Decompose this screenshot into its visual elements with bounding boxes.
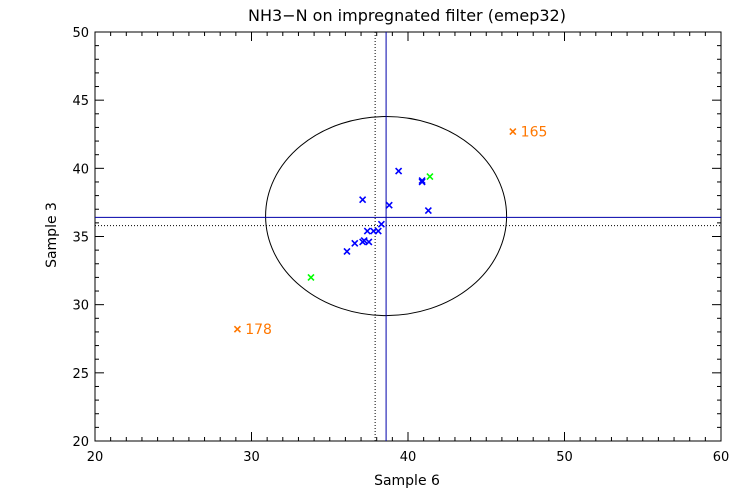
chart-title: NH3−N on impregnated filter (emep32) xyxy=(248,6,566,25)
data-point xyxy=(307,273,315,281)
data-point xyxy=(418,177,426,185)
data-point xyxy=(377,220,385,228)
data-point xyxy=(509,127,517,136)
point-annotation: 165 xyxy=(521,125,548,141)
x-tick-label: 60 xyxy=(713,450,730,465)
data-point xyxy=(424,207,432,215)
x-tick-label: 50 xyxy=(556,450,573,465)
plot-area: 20 30 40 50 60 20 25 30 35 40 45 50 165 178 xyxy=(72,26,729,465)
y-tick-label: 50 xyxy=(72,26,89,41)
data-point xyxy=(365,238,373,246)
data-point xyxy=(233,325,241,333)
data-point xyxy=(363,227,371,235)
y-tick-label: 25 xyxy=(72,367,89,382)
y-tick-label: 45 xyxy=(72,94,89,109)
x-tick-label: 40 xyxy=(400,450,417,465)
x-tick-label: 30 xyxy=(243,450,260,465)
data-point xyxy=(359,238,367,246)
x-tick-label: 20 xyxy=(87,450,104,465)
data-point xyxy=(418,178,426,186)
x-axis-label: Sample 6 xyxy=(374,473,440,489)
point-annotation: 178 xyxy=(245,322,272,338)
plot-frame xyxy=(94,31,722,442)
y-tick-label: 20 xyxy=(72,435,89,450)
data-point xyxy=(395,167,403,175)
y-tick-label: 40 xyxy=(72,162,89,177)
data-point xyxy=(385,201,393,209)
data-point xyxy=(359,196,367,204)
y-axis-label: Sample 3 xyxy=(44,202,60,268)
y-tick-label: 30 xyxy=(72,299,89,314)
data-point xyxy=(343,247,351,256)
data-point xyxy=(426,172,434,181)
data-point xyxy=(351,239,359,247)
data-point xyxy=(374,227,382,235)
y-tick-label: 35 xyxy=(72,231,89,246)
